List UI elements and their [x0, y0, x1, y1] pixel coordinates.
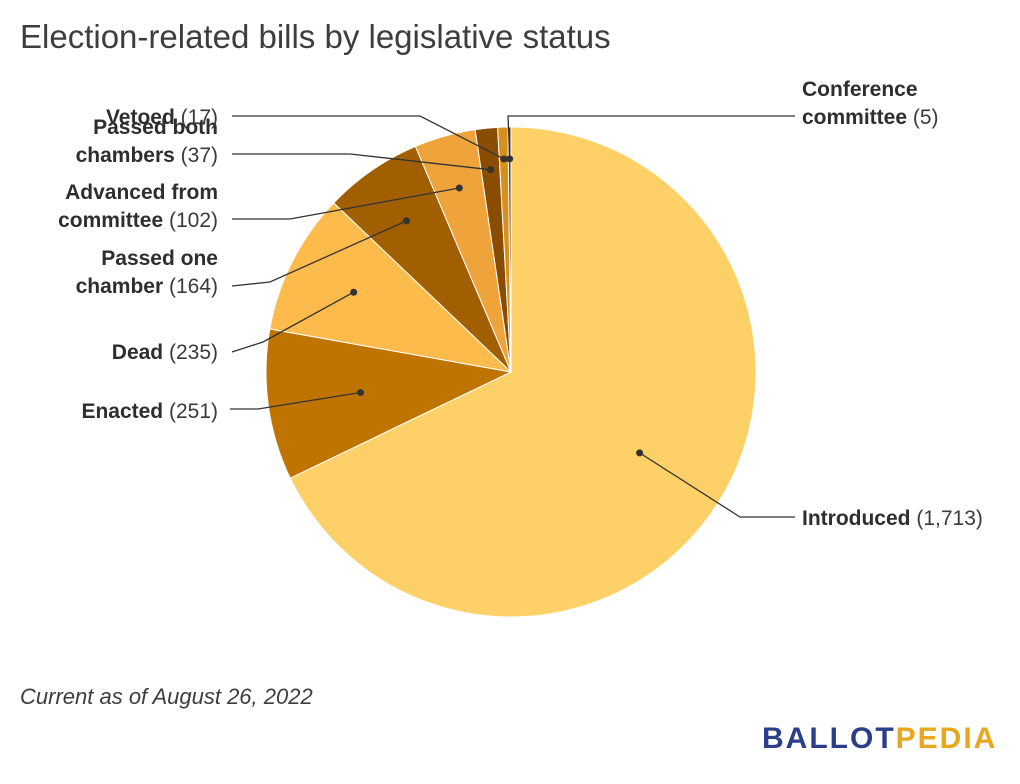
slice-label: committee (5) — [802, 106, 939, 129]
slice-label: Passed one — [101, 247, 218, 270]
leader-dot — [636, 449, 644, 457]
leader-line — [231, 220, 407, 287]
leader-line — [507, 115, 795, 159]
slice-label: Conference — [802, 78, 918, 101]
leader-line — [232, 115, 505, 160]
leader-dot — [487, 166, 495, 174]
chart-title: Election-related bills by legislative st… — [20, 18, 611, 55]
leader-line — [232, 153, 491, 171]
slice-label: Enacted (251) — [81, 400, 218, 423]
leader-line — [639, 452, 795, 518]
pie-slice-dead — [269, 202, 513, 373]
slice-label: Introduced (1,713) — [802, 507, 983, 530]
slice-label: chambers (37) — [76, 144, 218, 167]
slice-label: Advanced from — [65, 181, 218, 204]
leader-dot — [500, 155, 508, 163]
pie-slice-introduced — [289, 126, 757, 618]
slice-label: chamber (164) — [76, 275, 218, 298]
leader-line — [231, 291, 354, 353]
leader-dot — [403, 217, 411, 225]
logo-part-pedia: PEDIA — [895, 722, 998, 755]
slice-label: Passed both — [93, 116, 218, 139]
leader-line — [230, 391, 361, 410]
slice-label: Dead (235) — [112, 341, 218, 364]
logo-part-ballot: BALLOT — [762, 722, 896, 755]
leader-dot — [506, 155, 514, 163]
leader-dot — [350, 288, 358, 296]
leader-dot — [455, 184, 463, 192]
leader-dot — [356, 389, 364, 397]
leader-line — [232, 187, 460, 220]
slice-label: committee (102) — [58, 209, 218, 232]
ballotpedia-logo: BALLOTPEDIA — [762, 722, 997, 756]
footnote: Current as of August 26, 2022 — [20, 684, 313, 709]
pie-slice-enacted — [265, 328, 513, 479]
slice-label: Vetoed (17) — [106, 106, 218, 129]
